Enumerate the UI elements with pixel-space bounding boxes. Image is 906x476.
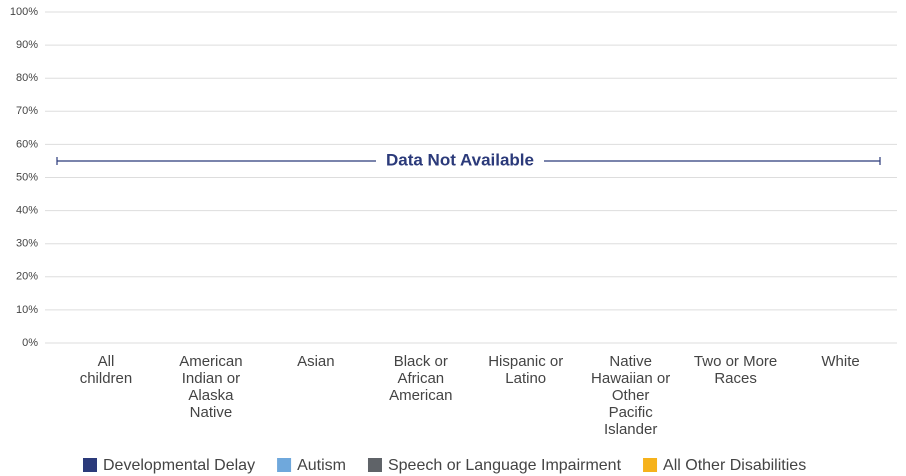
x-tick-label-line: Indian or bbox=[182, 370, 240, 387]
legend-swatch bbox=[643, 458, 658, 472]
y-tick-label: 60% bbox=[16, 138, 38, 150]
x-tick-label-line: Hispanic or bbox=[488, 353, 563, 370]
x-tick-label-line: Two or More bbox=[694, 353, 777, 370]
annotation-background bbox=[375, 150, 545, 172]
x-tick-label-line: children bbox=[80, 370, 133, 387]
y-tick-label: 50% bbox=[16, 171, 38, 183]
x-tick-label-line: Pacific bbox=[609, 404, 654, 421]
legend-swatch bbox=[277, 458, 292, 472]
legend-swatch bbox=[367, 458, 382, 472]
y-tick-label: 90% bbox=[16, 39, 38, 51]
x-tick-label-line: Other bbox=[612, 387, 650, 404]
x-tick-label-line: Latino bbox=[505, 370, 546, 387]
x-tick-label: Asian bbox=[297, 353, 335, 370]
x-tick-label: Black or African American bbox=[389, 353, 452, 404]
annotation: Data Not Available bbox=[386, 150, 534, 169]
x-tick-label-line: Native bbox=[190, 404, 233, 421]
x-tick-label-line: Hawaiian or bbox=[591, 370, 670, 387]
y-tick-label: 70% bbox=[16, 105, 38, 117]
y-tick-label: 80% bbox=[16, 72, 38, 84]
x-tick-label-line: American bbox=[179, 353, 242, 370]
x-tick-label: Two or More Races bbox=[694, 353, 777, 387]
x-tick-label: All children bbox=[80, 353, 133, 387]
legend-label: Developmental Delay bbox=[103, 457, 255, 474]
x-tick-label-line: Islander bbox=[604, 421, 657, 438]
legend-swatch bbox=[83, 458, 97, 472]
x-tick-label-line: White bbox=[821, 353, 859, 370]
x-tick-label-line: American bbox=[389, 387, 452, 404]
x-tick-label-line: Races bbox=[714, 370, 757, 387]
x-tick-label: Native Hawaiian or Other Pacific Islander bbox=[591, 353, 670, 438]
y-tick-label: 20% bbox=[16, 271, 38, 283]
x-tick-label-line: All bbox=[98, 353, 115, 370]
y-tick-label: 0% bbox=[22, 337, 38, 349]
x-tick-label: Hispanic or Latino bbox=[488, 353, 563, 387]
x-tick-label-line: Native bbox=[609, 353, 652, 370]
y-tick-label: 30% bbox=[16, 238, 38, 250]
y-tick-label: 40% bbox=[16, 205, 38, 217]
x-tick-label: White bbox=[821, 353, 859, 370]
legend-label: All Other Disabilities bbox=[663, 457, 806, 474]
x-tick-label: American Indian or Alaska Native bbox=[179, 353, 242, 421]
x-tick-label-line: Asian bbox=[297, 353, 335, 370]
x-tick-label-line: African bbox=[397, 370, 444, 387]
y-tick-label: 100% bbox=[10, 6, 38, 18]
y-tick-label: 10% bbox=[16, 304, 38, 316]
legend-label: Autism bbox=[297, 457, 346, 474]
x-tick-label-line: Alaska bbox=[188, 387, 234, 404]
x-tick-label-line: Black or bbox=[394, 353, 448, 370]
legend-label: Speech or Language Impairment bbox=[388, 457, 622, 474]
